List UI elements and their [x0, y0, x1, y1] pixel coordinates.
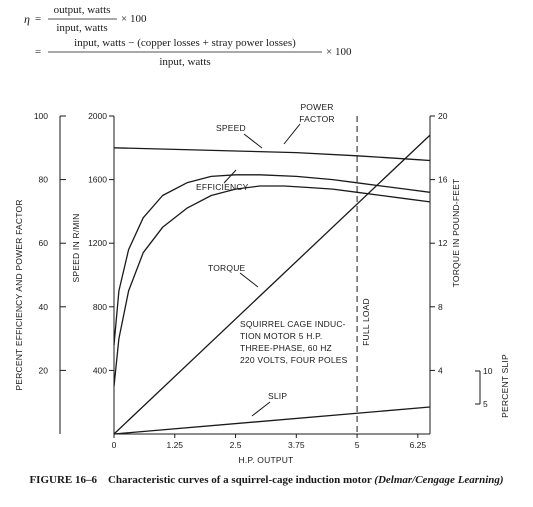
eta-symbol: η: [24, 12, 30, 26]
slip-curve: [113, 406, 431, 435]
motor-characteristics-chart: 0 1.25 2.5 3.75 5 6.25 20 40 60 80 100 400 800 1200 16…: [14, 102, 510, 465]
motor-spec-annotation: THREE-PHASE, 60 HZ: [240, 343, 332, 353]
speed-tick-label: 400: [93, 365, 107, 375]
speed-curve: [113, 147, 431, 162]
torque-tick-label: 12: [438, 238, 448, 248]
efficiency-tick-label: 60: [39, 238, 49, 248]
full-load-label: FULL LOAD: [361, 298, 371, 346]
efficiency-tick-label: 20: [39, 365, 49, 375]
torque-tick-label: 8: [438, 302, 443, 312]
figure-caption: FIGURE 16–6 Characteristic curves of a s…: [0, 474, 533, 486]
efficiency-leader: [223, 169, 237, 184]
curves-layer: [113, 134, 431, 435]
power-factor-label: POWER: [300, 102, 333, 112]
torque-axis-title: TORQUE IN POUND-FEET: [451, 179, 461, 288]
speed-tick-label: 800: [93, 302, 107, 312]
speed-tick-label: 1200: [88, 238, 107, 248]
motor-spec-annotation: 220 VOLTS, FOUR POLES: [240, 355, 348, 365]
x-tick-label: 6.25: [410, 440, 427, 450]
efficiency-tick-label: 80: [39, 175, 49, 185]
formula-eq2-sign: =: [35, 46, 41, 58]
figure-number: FIGURE 16–6: [29, 474, 97, 486]
formula-eq2-factor: × 100: [326, 46, 352, 58]
efficiency-tick-label: 100: [34, 111, 48, 121]
figure-caption-source: (Delmar/Cengage Learning): [374, 474, 504, 486]
formula-eq1-factor: × 100: [121, 13, 147, 25]
slip-leader: [251, 401, 271, 417]
efficiency-curve: [113, 185, 431, 387]
speed-label: SPEED: [216, 123, 246, 133]
formula-eq1-numerator: output, watts: [54, 4, 111, 16]
efficiency-axis-title: PERCENT EFFICIENCY AND POWER FACTOR: [14, 199, 24, 390]
formula-eq2-denominator: input, watts: [159, 56, 210, 68]
x-tick-label: 3.75: [288, 440, 305, 450]
torque-tick-label: 4: [438, 365, 443, 375]
formula-eq1-sign: =: [35, 13, 41, 25]
torque-leader: [239, 272, 259, 288]
slip-axis-title: PERCENT SLIP: [500, 354, 510, 418]
speed-tick-label: 2000: [88, 111, 107, 121]
x-tick-label: 0: [112, 440, 117, 450]
power-factor-curve: [113, 174, 431, 346]
speed-leader: [243, 133, 263, 149]
torque-label: TORQUE: [208, 263, 246, 273]
torque-curve: [113, 134, 431, 435]
formula-eq1-denominator: input, watts: [56, 22, 107, 34]
x-tick-label: 1.25: [166, 440, 183, 450]
slip-tick-label: 5: [483, 399, 488, 409]
torque-tick-label: 20: [438, 111, 448, 121]
x-axis-title: H.P. OUTPUT: [239, 455, 294, 465]
efficiency-label: EFFICIENCY: [196, 182, 249, 192]
speed-axis-title: SPEED IN R/MIN: [71, 214, 81, 283]
axes-layer: 0 1.25 2.5 3.75 5 6.25 20 40 60 80 100 400 800 1200 16…: [34, 111, 493, 450]
labels-layer: H.P. OUTPUT PERCENT EFFICIENCY AND POWER …: [14, 102, 510, 465]
slip-tick-label: 10: [483, 366, 493, 376]
slip-label: SLIP: [268, 391, 287, 401]
speed-tick-label: 1600: [88, 175, 107, 185]
power-factor-leader: [283, 123, 301, 145]
torque-tick-label: 16: [438, 175, 448, 185]
motor-spec-annotation: SQUIRREL CAGE INDUC-: [240, 319, 346, 329]
power-factor-label: FACTOR: [299, 114, 335, 124]
figure-caption-text: Characteristic curves of a squirrel-cage…: [107, 474, 372, 486]
formula-eq2-numerator: input, watts − (copper losses + stray po…: [74, 37, 296, 49]
motor-spec-annotation: TION MOTOR 5 H.P.: [240, 331, 322, 341]
efficiency-tick-label: 40: [39, 302, 49, 312]
efficiency-formula: η = output, watts input, watts × 100 = i…: [24, 4, 352, 68]
x-tick-label: 5: [355, 440, 360, 450]
x-tick-label: 2.5: [230, 440, 242, 450]
